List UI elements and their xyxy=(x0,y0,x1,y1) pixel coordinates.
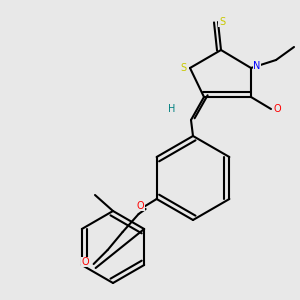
Text: S: S xyxy=(180,63,186,73)
Text: O: O xyxy=(137,201,144,211)
Text: N: N xyxy=(253,61,261,71)
Text: O: O xyxy=(273,104,281,114)
Text: H: H xyxy=(168,104,176,114)
Text: O: O xyxy=(82,257,89,267)
Text: S: S xyxy=(219,17,225,27)
